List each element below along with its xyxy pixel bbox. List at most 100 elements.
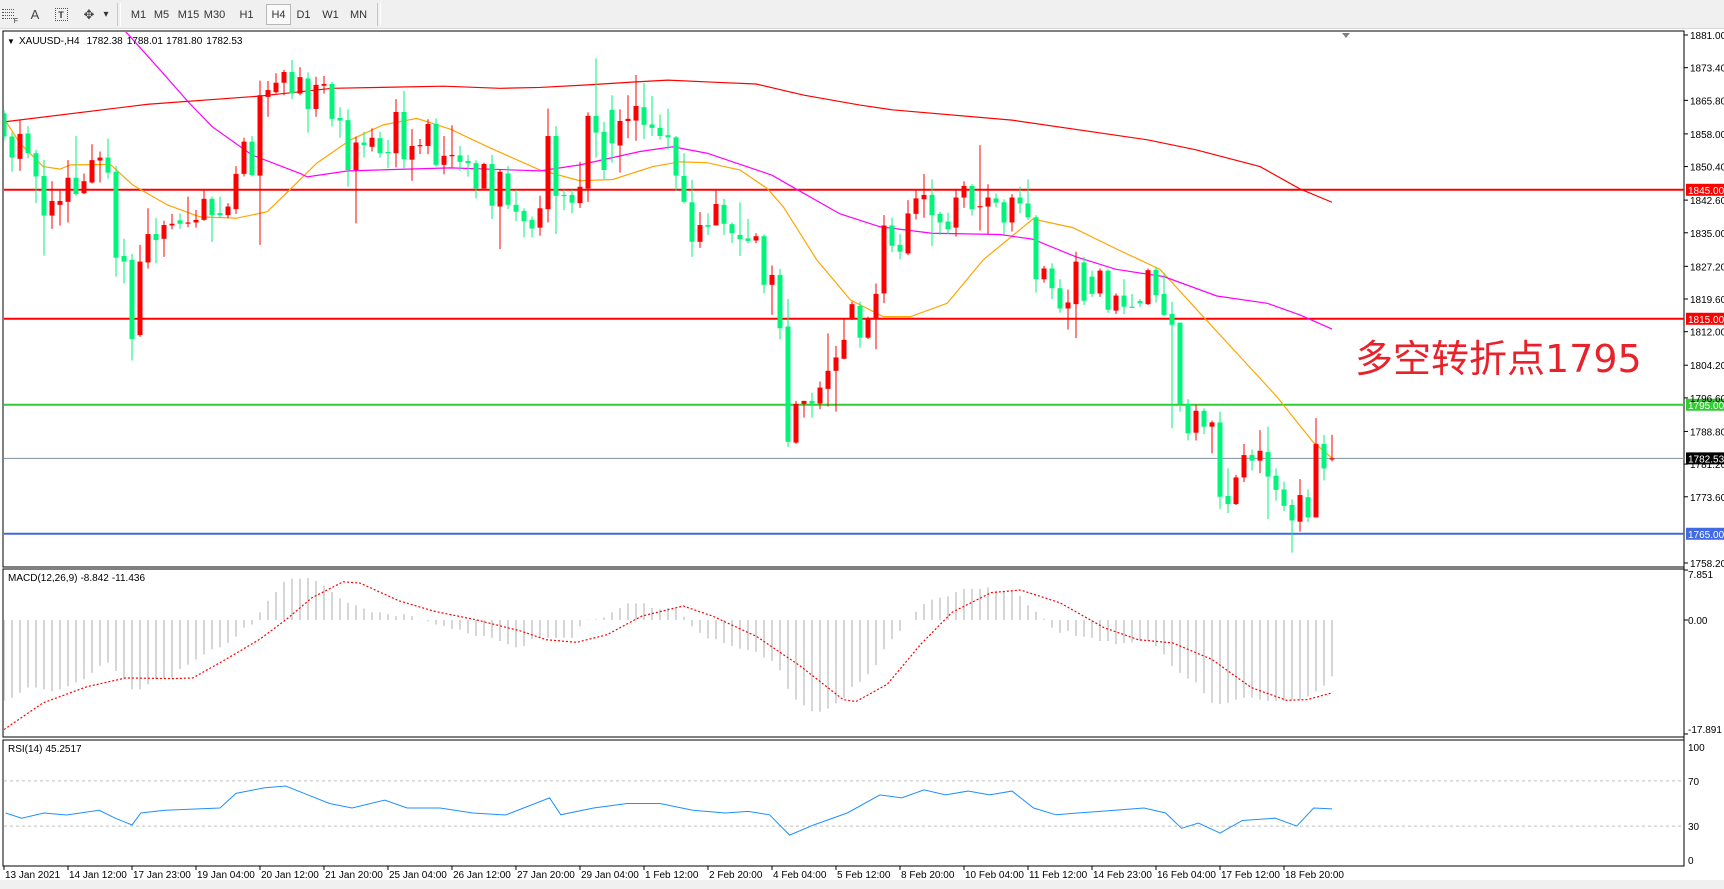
candle [57, 189, 63, 226]
candle [17, 120, 23, 171]
timeframe-mn[interactable]: MN [349, 8, 368, 21]
price-pane[interactable] [2, 30, 1685, 568]
candle [649, 96, 655, 137]
candle-body-bearish [937, 213, 943, 223]
candle-body-bullish [273, 82, 279, 93]
candle-body-bearish [457, 155, 463, 162]
candle [1073, 251, 1079, 339]
candle-body-bearish [681, 176, 687, 202]
candle [257, 80, 263, 245]
timeframe-h1[interactable]: H1 [239, 8, 254, 21]
price-tick-label: 1842.60 [1690, 196, 1724, 207]
candle [177, 213, 183, 229]
candle [97, 151, 103, 183]
collapse-triangle-icon[interactable]: ▼ [7, 37, 15, 46]
macd-plot [4, 577, 1333, 731]
candle [1169, 302, 1175, 429]
candle [25, 126, 31, 159]
timeframe-h4[interactable]: H4 [266, 4, 291, 25]
candle-body-bullish [1233, 477, 1239, 505]
candle [129, 253, 135, 361]
candle [969, 184, 975, 216]
rsi-label: RSI(14) [8, 744, 42, 755]
candle-body-bullish [313, 84, 319, 109]
price-tick-label: 1758.20 [1690, 559, 1724, 570]
rsi-plot [4, 780, 1684, 836]
candle [553, 126, 559, 235]
candle-body-bearish [377, 138, 383, 154]
candle-body-bearish [745, 238, 751, 241]
axes: 1845.00 1815.00 1795.00 1765.00 1881.00 1873.… [3, 31, 1724, 881]
candle-body-bearish [521, 210, 527, 222]
candle-body-bullish [265, 90, 271, 97]
fibonacci-retracement-button[interactable]: F [0, 4, 18, 25]
text-tool-button[interactable]: A [24, 4, 46, 25]
timeframe-m15[interactable]: M15 [177, 8, 200, 21]
text-label-icon: T [54, 8, 68, 21]
candle [769, 265, 775, 315]
timeframe-d1[interactable]: D1 [296, 8, 311, 21]
candle [321, 75, 327, 94]
candle-body-bearish [1089, 276, 1095, 294]
candle [377, 131, 383, 158]
candle-body-bullish [873, 293, 879, 320]
candle [609, 95, 615, 163]
time-tick-label: 14 Jan 12:00 [69, 870, 127, 881]
candle [1217, 411, 1223, 509]
candle [465, 154, 471, 177]
candle-body-bearish [129, 259, 135, 339]
candle [945, 212, 951, 235]
candle [849, 301, 855, 321]
candle-body-bullish [233, 173, 239, 210]
candle-body-bullish [881, 225, 887, 294]
shapes-tool-button[interactable]: ✥ [78, 4, 100, 25]
time-tick-label: 29 Jan 04:00 [581, 870, 639, 881]
candle-body-bearish [33, 153, 39, 177]
candle-body-bullish [617, 120, 623, 146]
candle-body-bearish [945, 221, 951, 230]
candle-body-bullish [1313, 443, 1319, 518]
candle [1185, 399, 1191, 441]
text-icon: A [30, 7, 40, 22]
shapes-dropdown-button[interactable]: ▾ [100, 4, 112, 25]
candle [961, 181, 967, 208]
candle [697, 212, 703, 248]
level-tag-label: 1845.00 [1688, 186, 1724, 197]
candle [513, 189, 519, 222]
candle [1329, 434, 1335, 462]
candle-body-bullish [65, 177, 71, 202]
candle [305, 72, 311, 133]
candle-body-bearish [1001, 202, 1007, 223]
rsi-pane[interactable] [2, 739, 1685, 867]
timeframe-w1[interactable]: W1 [322, 8, 339, 21]
candle-body-bearish [489, 163, 495, 206]
candle-body-bearish [897, 244, 903, 252]
candle [1193, 404, 1199, 441]
candle-body-bearish [649, 124, 655, 128]
candle-body-bearish [153, 234, 159, 241]
candle [529, 216, 535, 238]
candle [705, 213, 711, 235]
rsi-info-line: RSI(14) 45.2517 [8, 744, 82, 755]
candle-body-bearish [1025, 203, 1031, 218]
chart-shift-marker-icon[interactable] [1342, 33, 1350, 38]
candle [1017, 186, 1023, 214]
candle-body-bullish [369, 137, 375, 147]
timeframe-m5[interactable]: M5 [153, 8, 170, 21]
candle [1305, 489, 1311, 523]
candle [1249, 449, 1255, 471]
candle-body-bearish [1081, 262, 1087, 301]
candle [905, 200, 911, 256]
candle-body-bearish [1201, 410, 1207, 427]
candle [113, 166, 119, 277]
price-tick-label: 1819.60 [1690, 295, 1724, 306]
candle [217, 196, 223, 219]
candle-body-bearish [1273, 475, 1279, 490]
text-label-tool-button[interactable]: T [50, 4, 72, 25]
timeframe-m1[interactable]: M1 [130, 8, 147, 21]
candle [329, 81, 335, 127]
timeframe-m30[interactable]: M30 [203, 8, 226, 21]
high-value: 1788.01 [127, 36, 164, 47]
toolbar: F A T ✥ ▾ M1 M5 M15 M30 H1 H4 D1 W1 MN [0, 0, 1724, 29]
